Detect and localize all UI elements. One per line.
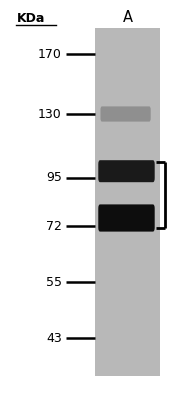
FancyBboxPatch shape (98, 160, 155, 182)
Text: 130: 130 (38, 108, 62, 120)
Text: KDa: KDa (16, 12, 45, 24)
Text: 43: 43 (46, 332, 62, 344)
Text: 95: 95 (46, 172, 62, 184)
FancyBboxPatch shape (100, 106, 151, 122)
FancyBboxPatch shape (98, 204, 155, 232)
Text: 72: 72 (46, 220, 62, 232)
Text: A: A (122, 10, 132, 26)
Text: 170: 170 (38, 48, 62, 60)
Bar (95, 28, 160, 376)
Text: 55: 55 (46, 276, 62, 288)
